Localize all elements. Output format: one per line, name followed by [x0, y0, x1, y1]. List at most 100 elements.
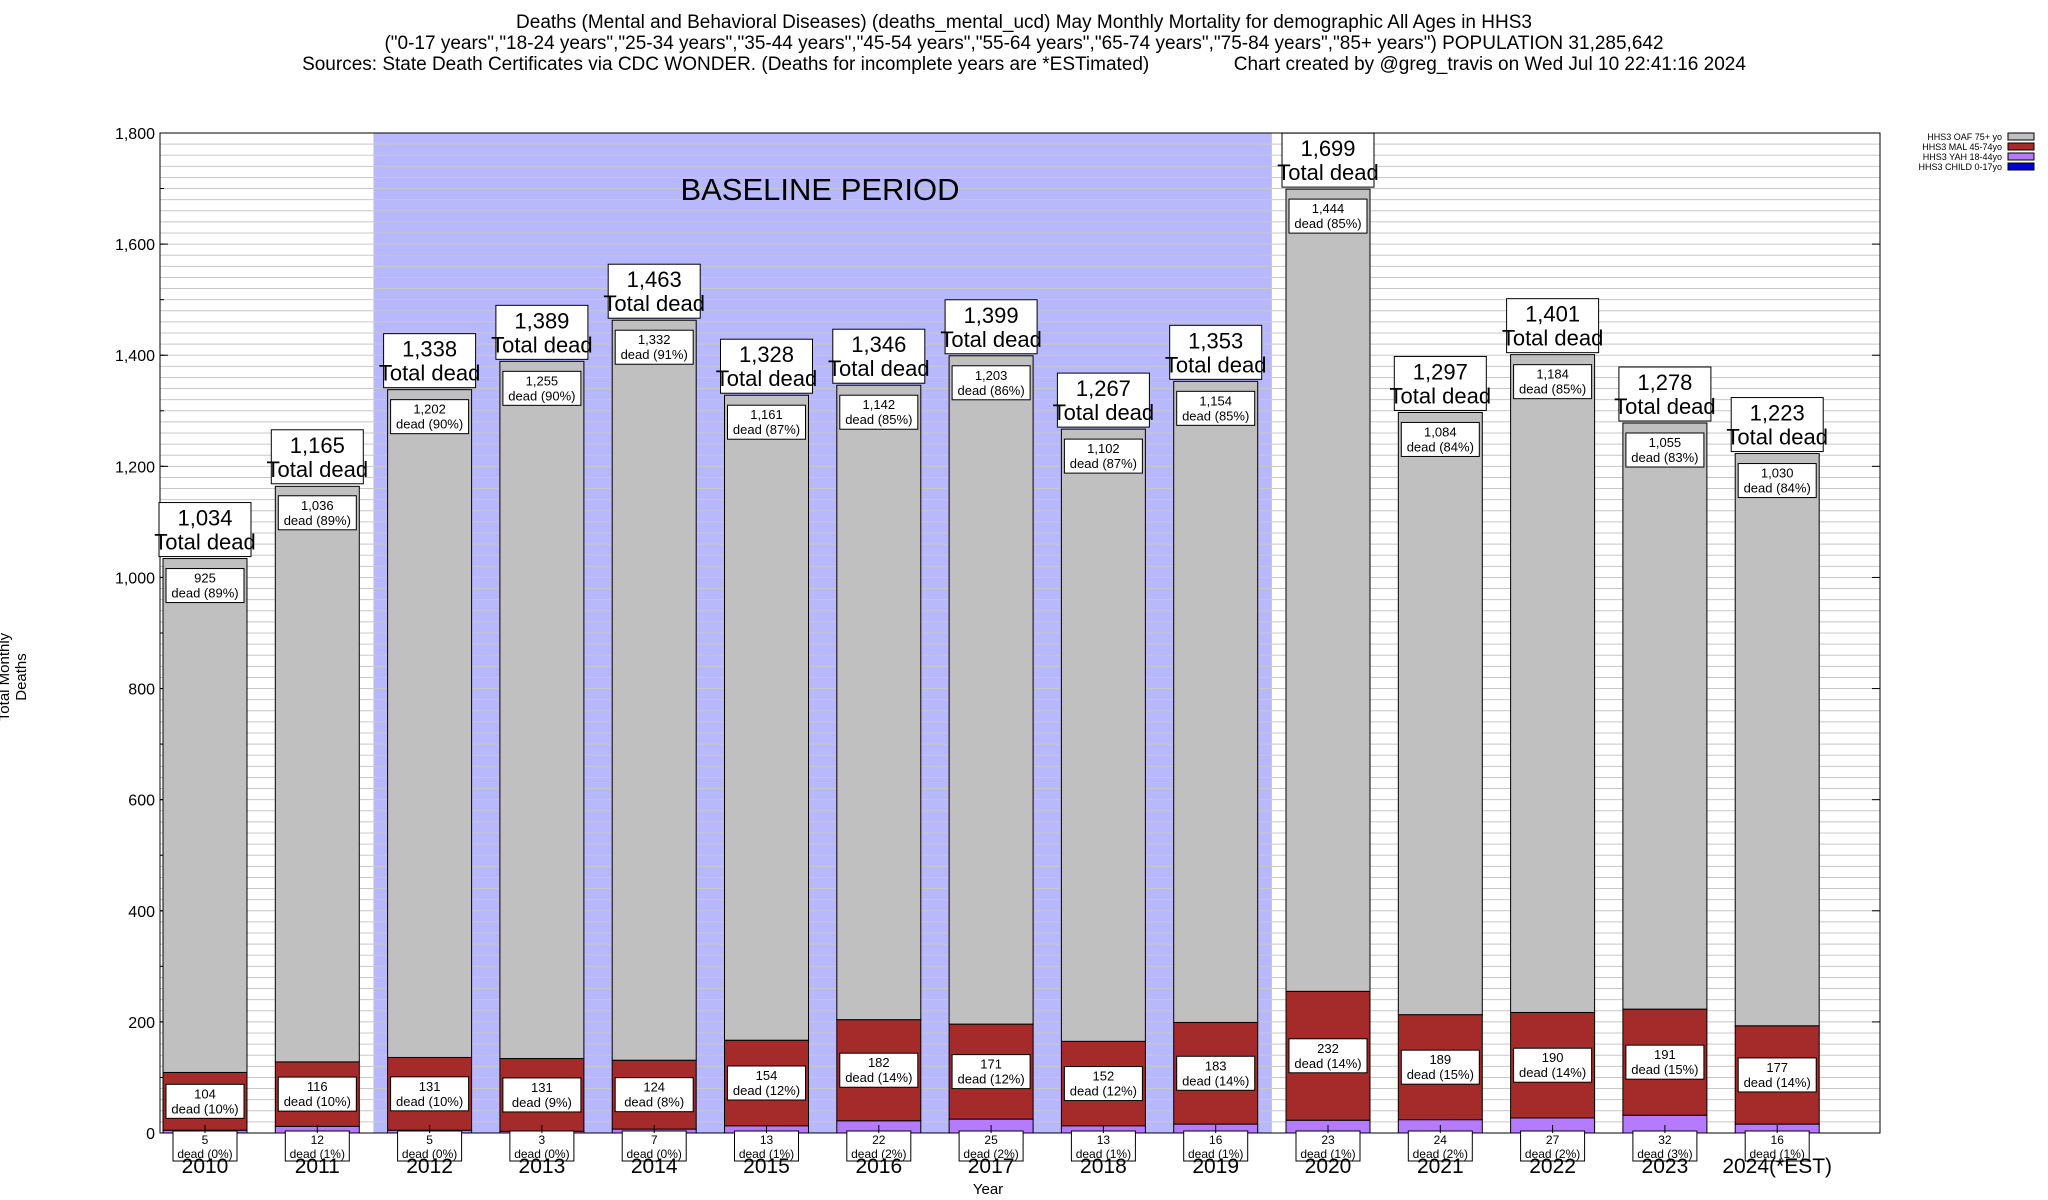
label-box: [958, 1130, 1024, 1162]
label-value: 1,328: [739, 342, 794, 367]
bar-segment: [1510, 354, 1596, 1013]
label-box: [1063, 1066, 1143, 1102]
label-box: [1176, 390, 1256, 426]
label-value: 1,203: [975, 368, 1008, 383]
label-text: dead (10%): [396, 1094, 463, 1109]
label-text: dead (1%): [739, 1147, 794, 1161]
bar-segment: [1060, 428, 1146, 1042]
label-value: 12: [311, 1133, 325, 1147]
label-text: dead (89%): [284, 513, 351, 528]
label-text: dead (89%): [171, 586, 238, 601]
legend-swatch: [2007, 162, 2035, 171]
bar-segment: [1622, 422, 1708, 1010]
label-value: 183: [1205, 1058, 1227, 1073]
label-value: 182: [868, 1055, 890, 1070]
legend-swatch: [2007, 152, 2035, 161]
label-box: [502, 370, 582, 406]
y-tick-label: 1,400: [115, 348, 155, 365]
label-text: Total dead: [1390, 383, 1492, 408]
baseline-period-label: BASELINE PERIOD: [680, 172, 960, 207]
x-tick-label: 2017: [968, 1155, 1015, 1178]
label-box: [1506, 298, 1600, 354]
label-text: dead (85%): [1294, 216, 1361, 231]
bar-segment: [162, 558, 248, 1073]
label-value: 7: [651, 1133, 658, 1147]
label-text: dead (12%): [1070, 1084, 1137, 1099]
label-value: 1,084: [1424, 424, 1457, 439]
label-text: dead (90%): [396, 417, 463, 432]
x-tick-label: 2018: [1080, 1155, 1127, 1178]
label-box: [1513, 1047, 1593, 1083]
label-value: 1,338: [402, 337, 457, 362]
label-box: [720, 338, 813, 394]
label-value: 925: [194, 571, 216, 586]
label-box: [172, 1130, 238, 1162]
label-box: [951, 365, 1031, 401]
bar-segment: [836, 384, 922, 1021]
label-text: dead (1%): [1076, 1147, 1131, 1161]
label-box: [1169, 324, 1263, 380]
label-text: dead (2%): [1525, 1147, 1580, 1161]
label-text: dead (14%): [1519, 1065, 1586, 1080]
x-tick-label: 2022: [1529, 1155, 1576, 1178]
label-text: dead (15%): [1631, 1062, 1698, 1077]
label-box: [1625, 432, 1705, 468]
label-box: [1730, 397, 1824, 453]
label-text: Total dead: [1502, 326, 1604, 351]
y-tick-label: 1,000: [115, 570, 155, 587]
y-tick-label: 0: [146, 1126, 155, 1143]
label-text: dead (9%): [512, 1095, 572, 1110]
label-text: dead (14%): [1182, 1073, 1249, 1088]
label-value: 171: [980, 1057, 1002, 1072]
label-value: 1,142: [863, 397, 896, 412]
label-value: 1,278: [1637, 370, 1692, 395]
label-box: [1393, 355, 1487, 411]
label-value: 1,223: [1750, 401, 1805, 426]
label-text: dead (84%): [1744, 481, 1811, 496]
label-text: Total dead: [1726, 425, 1828, 450]
label-box: [1513, 364, 1593, 400]
label-value: 25: [984, 1133, 998, 1147]
label-box: [1744, 1130, 1810, 1162]
label-box: [951, 1054, 1031, 1090]
label-value: 23: [1321, 1133, 1335, 1147]
label-text: dead (1%): [1300, 1147, 1355, 1161]
label-box: [621, 1130, 687, 1162]
label-value: 124: [643, 1080, 665, 1095]
bar-segment: [1734, 453, 1820, 1027]
label-text: dead (14%): [845, 1070, 912, 1085]
label-box: [727, 1065, 806, 1101]
label-value: 1,034: [177, 506, 232, 531]
label-box: [1400, 1049, 1480, 1085]
label-box: [509, 1130, 575, 1162]
x-tick-label: 2020: [1305, 1155, 1352, 1178]
label-box: [495, 304, 589, 360]
label-text: dead (90%): [508, 388, 575, 403]
label-text: dead (91%): [621, 347, 688, 362]
label-box: [734, 1130, 799, 1162]
label-text: dead (0%): [402, 1147, 457, 1161]
label-value: 177: [1766, 1060, 1788, 1075]
label-text: Total dead: [379, 361, 481, 386]
label-value: 32: [1658, 1133, 1672, 1147]
bar-segment: [1285, 188, 1371, 992]
label-value: 1,030: [1761, 466, 1794, 481]
x-tick-label: 2015: [743, 1155, 790, 1178]
